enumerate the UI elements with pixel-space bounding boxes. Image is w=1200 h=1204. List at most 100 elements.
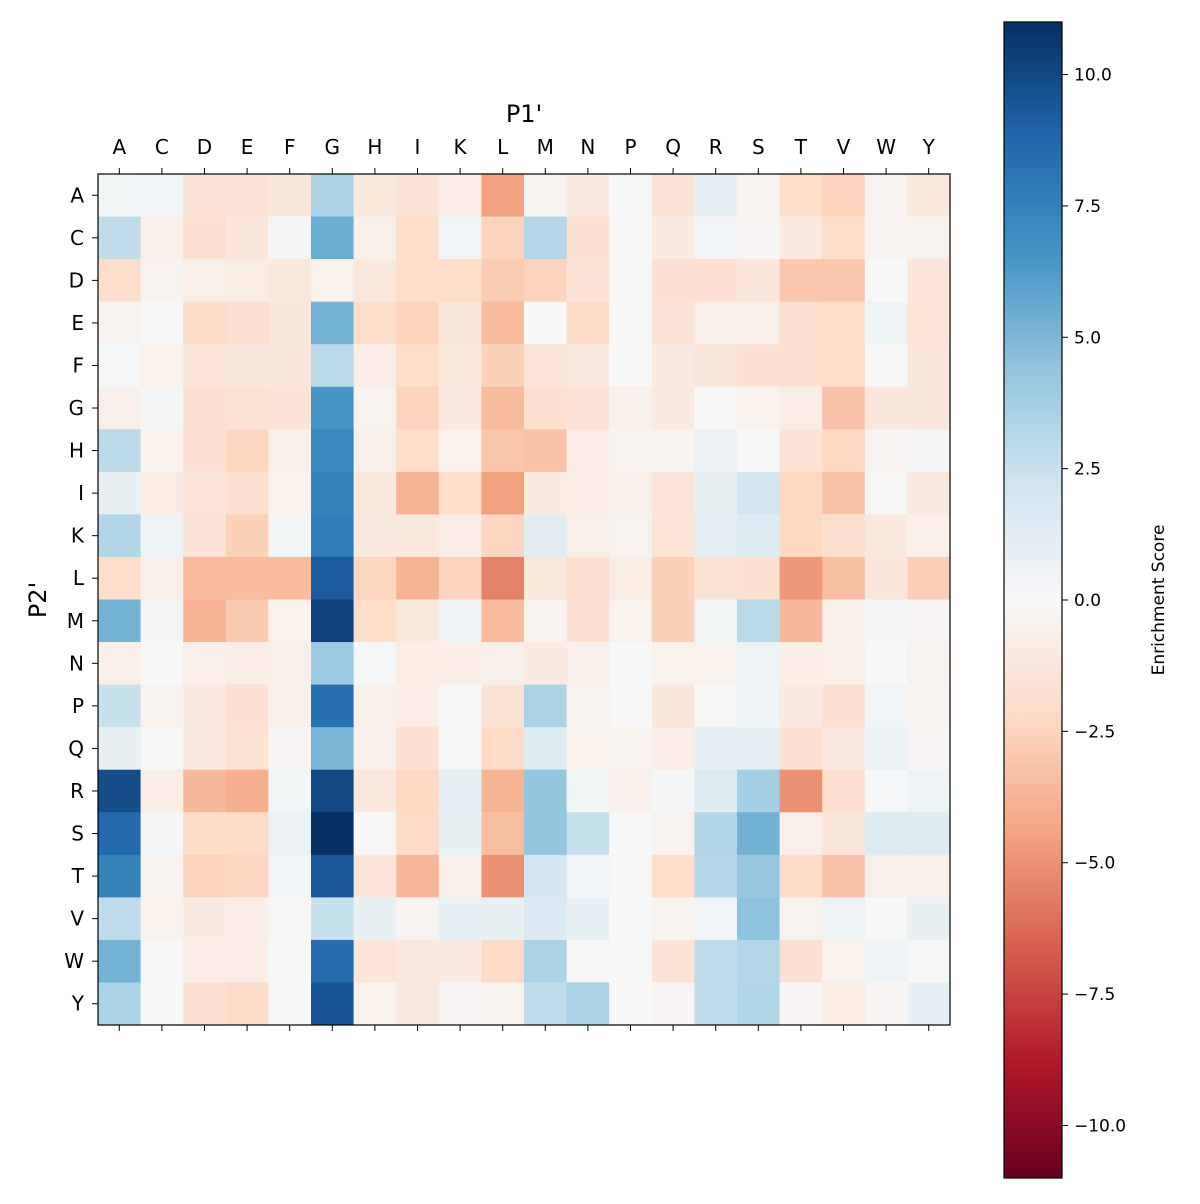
cell-R-D [183,769,227,813]
y-tick-label: N [69,651,84,675]
cell-F-V [822,344,866,388]
cell-F-T [779,344,823,388]
cell-Y-Q [651,982,695,1026]
cell-S-N [566,812,610,856]
cell-G-D [183,386,227,430]
cell-E-E [225,301,269,345]
cell-H-T [779,429,823,473]
y-tick-label: W [64,949,84,973]
cell-D-G [311,259,355,303]
cell-Q-F [268,727,312,771]
cell-T-F [268,854,312,898]
cell-T-R [694,854,738,898]
cell-I-D [183,471,227,515]
cell-R-T [779,769,823,813]
cell-R-M [524,769,568,813]
cell-W-I [396,939,440,983]
cell-N-Q [651,642,695,686]
cell-A-T [779,174,823,218]
cell-G-W [864,386,908,430]
cell-Y-G [311,982,355,1026]
cell-C-Q [651,216,695,260]
cell-L-D [183,556,227,600]
x-tick-label: P [624,135,636,159]
cell-W-E [225,939,269,983]
cell-Y-H [353,982,397,1026]
cell-L-E [225,556,269,600]
cell-D-I [396,259,440,303]
cell-P-S [737,684,781,728]
y-tick-label: C [70,226,84,250]
cell-F-P [609,344,653,388]
x-tick-label: A [112,135,126,159]
cell-R-Y [907,769,951,813]
cell-Y-R [694,982,738,1026]
cell-K-D [183,514,227,558]
cell-R-W [864,769,908,813]
cell-Y-T [779,982,823,1026]
cell-F-K [438,344,482,388]
cell-T-H [353,854,397,898]
colorbar-tick-label: 5.0 [1074,328,1101,348]
colorbar-tick-label: −5.0 [1074,854,1115,874]
cell-M-S [737,599,781,643]
cell-G-R [694,386,738,430]
cell-P-D [183,684,227,728]
cell-A-R [694,174,738,218]
cell-E-T [779,301,823,345]
x-tick-label: M [537,135,554,159]
cell-W-W [864,939,908,983]
cell-E-C [140,301,184,345]
cell-N-Y [907,642,951,686]
cell-E-K [438,301,482,345]
cell-H-F [268,429,312,473]
cell-E-Q [651,301,695,345]
colorbar-tick-label: −7.5 [1074,985,1115,1005]
cell-R-K [438,769,482,813]
cell-R-V [822,769,866,813]
cell-V-P [609,897,653,941]
cell-A-P [609,174,653,218]
x-tick-label: E [241,135,254,159]
cell-W-K [438,939,482,983]
cell-F-A [98,344,142,388]
cell-V-L [481,897,525,941]
y-tick-label: M [67,609,84,633]
cell-V-Y [907,897,951,941]
cell-I-W [864,471,908,515]
cell-R-G [311,769,355,813]
cell-H-L [481,429,525,473]
cell-H-E [225,429,269,473]
cell-K-I [396,514,440,558]
cell-D-E [225,259,269,303]
cell-C-Y [907,216,951,260]
x-tick-label: G [325,135,341,159]
cell-I-P [609,471,653,515]
cell-P-R [694,684,738,728]
cell-K-T [779,514,823,558]
cell-E-A [98,301,142,345]
cell-K-F [268,514,312,558]
cell-W-F [268,939,312,983]
cell-H-V [822,429,866,473]
cell-N-H [353,642,397,686]
cell-W-A [98,939,142,983]
cell-C-I [396,216,440,260]
cell-C-W [864,216,908,260]
cell-M-G [311,599,355,643]
cell-H-D [183,429,227,473]
cell-K-R [694,514,738,558]
cell-T-G [311,854,355,898]
cell-S-R [694,812,738,856]
cell-Q-Q [651,727,695,771]
x-tick-label: T [794,135,808,159]
cell-C-H [353,216,397,260]
cell-P-N [566,684,610,728]
cell-I-G [311,471,355,515]
cell-T-Y [907,854,951,898]
cell-P-G [311,684,355,728]
x-tick-label: L [497,135,509,159]
cell-A-F [268,174,312,218]
y-tick-label: D [69,268,84,292]
cell-H-Q [651,429,695,473]
